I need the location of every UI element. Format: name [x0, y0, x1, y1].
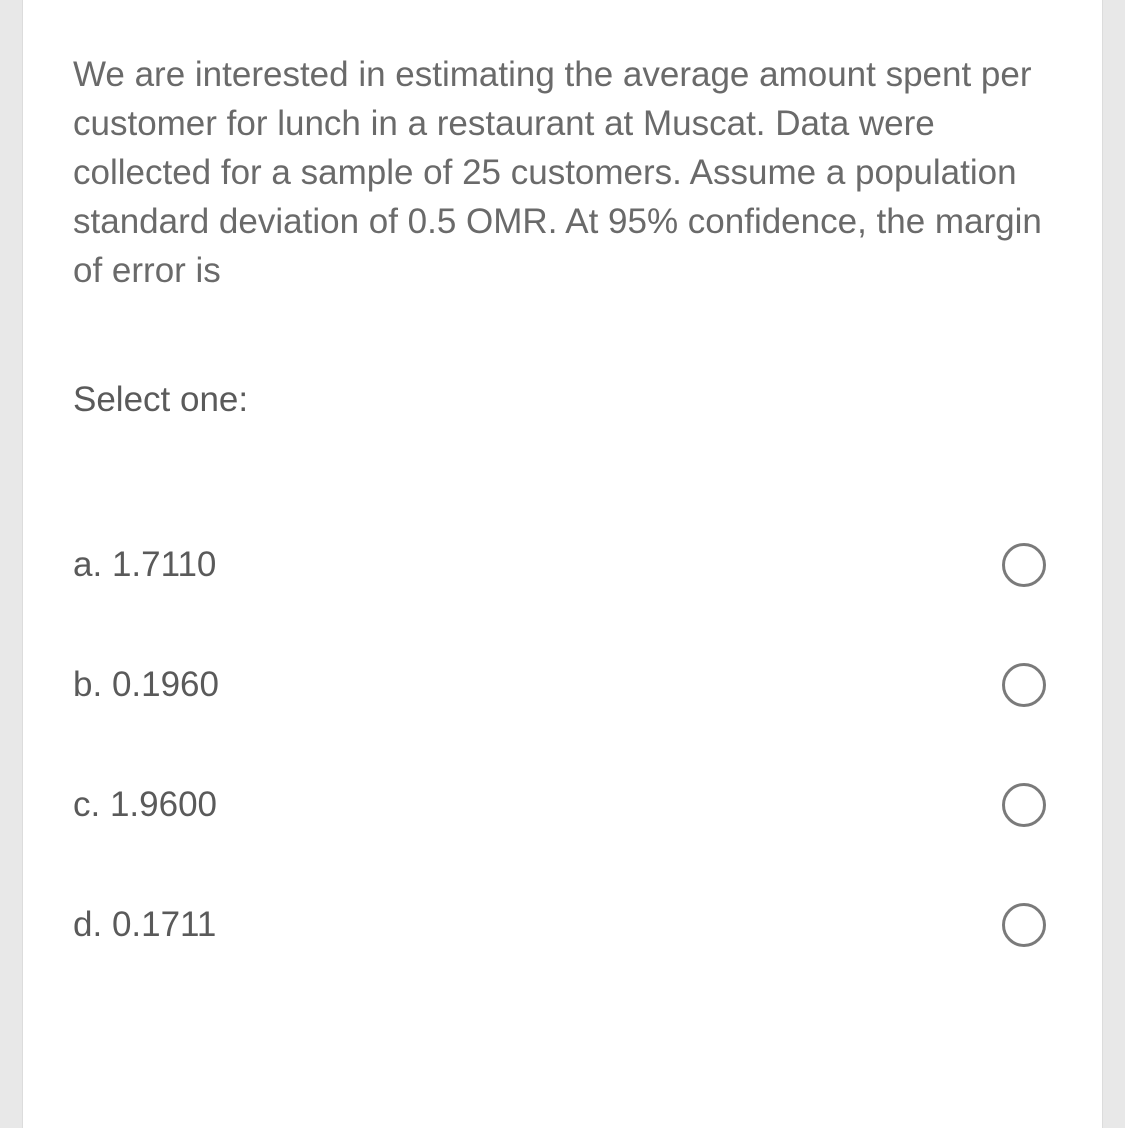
question-text: We are interested in estimating the aver… [73, 50, 1052, 295]
radio-icon[interactable] [1002, 543, 1046, 587]
options-list: a. 1.7110 b. 0.1960 c. 1.9600 d. 0.1711 [73, 505, 1052, 985]
radio-icon[interactable] [1002, 903, 1046, 947]
option-c[interactable]: c. 1.9600 [73, 745, 1052, 865]
option-a[interactable]: a. 1.7110 [73, 505, 1052, 625]
radio-icon[interactable] [1002, 663, 1046, 707]
radio-icon[interactable] [1002, 783, 1046, 827]
option-d[interactable]: d. 0.1711 [73, 865, 1052, 985]
page-background: We are interested in estimating the aver… [0, 0, 1125, 1128]
option-c-label: c. 1.9600 [73, 785, 217, 825]
question-card: We are interested in estimating the aver… [22, 0, 1103, 1128]
option-a-label: a. 1.7110 [73, 545, 216, 585]
option-d-label: d. 0.1711 [73, 905, 216, 945]
option-b-label: b. 0.1960 [73, 665, 219, 705]
option-b[interactable]: b. 0.1960 [73, 625, 1052, 745]
select-one-label: Select one: [73, 380, 1052, 420]
